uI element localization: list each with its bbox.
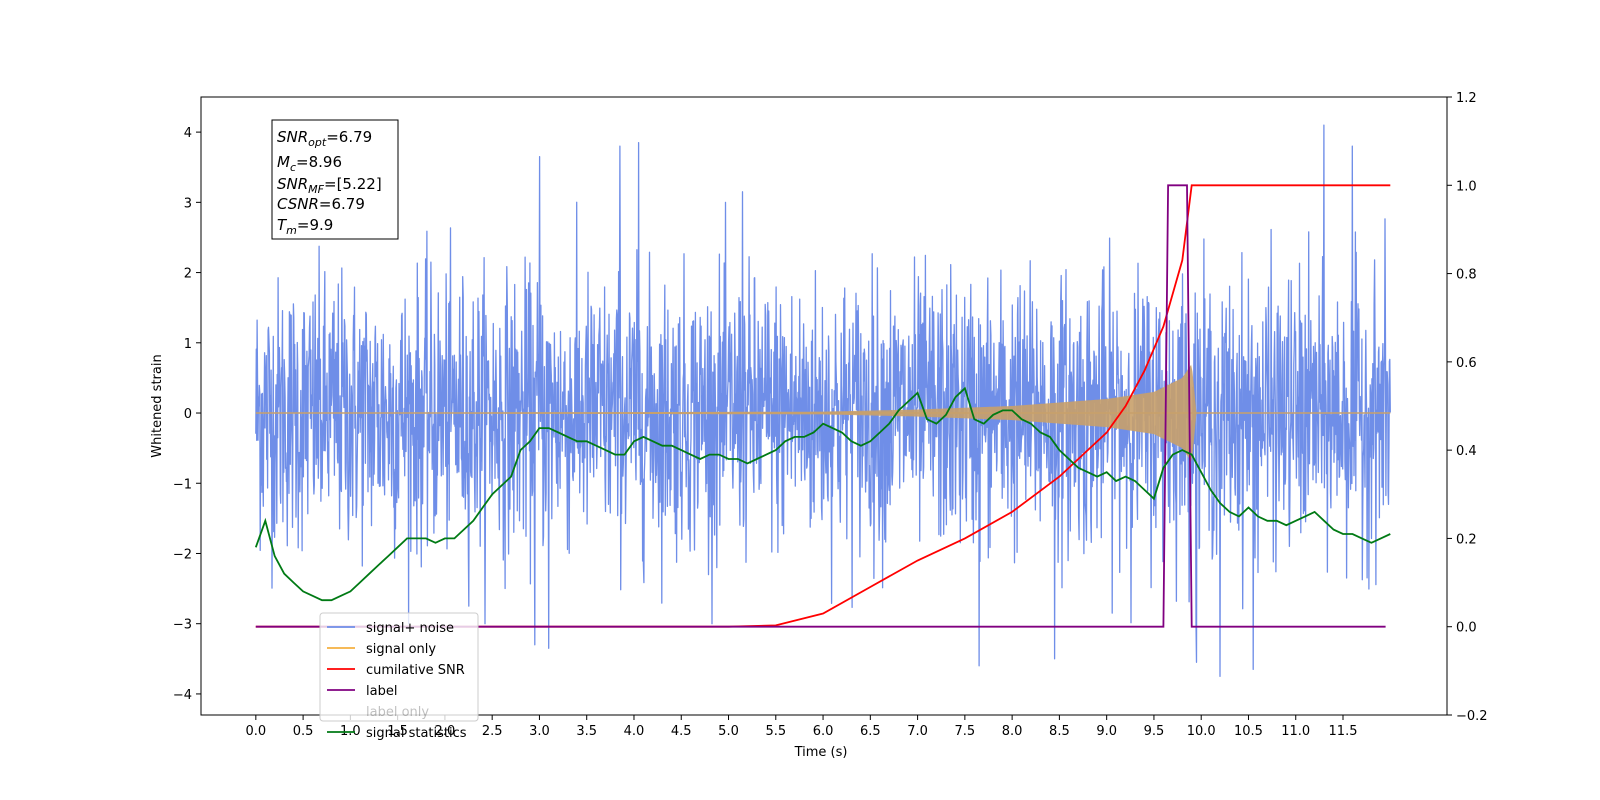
- y-left-tick-label: −1: [173, 477, 192, 492]
- x-axis: 0.0 0.5 1.0 1.5 2.0 2.5 3.0 3.5 4.0 4.5 5.0 5.5 6.0 6…: [245, 715, 1357, 739]
- info-box: SNRopt=6.79 Mc=8.96 SNRMF=[5.22] CSNR=6.…: [271, 119, 399, 240]
- y-right-tick-label: −0.2: [1456, 709, 1488, 724]
- x-tick-label: 11.5: [1329, 724, 1358, 739]
- plot-frame: [200, 96, 1448, 716]
- x-tick-label: 9.5: [1144, 724, 1165, 739]
- legend-entry: signal statistics: [366, 726, 467, 741]
- y-left-tick-label: 1: [184, 337, 192, 352]
- merger-time-line: Tm=9.9: [277, 216, 333, 237]
- y-left-tick-label: 3: [184, 196, 192, 211]
- x-tick-label: 4.5: [671, 724, 692, 739]
- x-tick-label: 0.0: [245, 724, 266, 739]
- x-tick-label: 7.5: [955, 724, 976, 739]
- x-tick-label: 0.5: [293, 724, 314, 739]
- y-right-tick-label: 0.0: [1456, 621, 1477, 636]
- x-tick-label: 9.0: [1096, 724, 1117, 739]
- x-tick-label: 8.0: [1002, 724, 1023, 739]
- x-tick-label: 3.5: [576, 724, 597, 739]
- x-tick-label: 5.0: [718, 724, 739, 739]
- y-right-tick-label: 0.6: [1456, 356, 1477, 371]
- y-axis-label: Whitened strain: [150, 354, 165, 457]
- chirp-mass-line: Mc=8.96: [277, 153, 342, 174]
- x-tick-label: 6.0: [813, 724, 834, 739]
- y-right-tick-label: 0.8: [1456, 268, 1477, 283]
- x-tick-label: 2.5: [482, 724, 503, 739]
- legend-entry: label: [366, 684, 397, 699]
- x-tick-label: 10.5: [1234, 724, 1263, 739]
- x-tick-label: 3.0: [529, 724, 550, 739]
- y-axis-right: 1.2 1.0 0.8 0.6 0.4 0.2 0.0 −0.2: [1447, 91, 1488, 724]
- y-left-tick-label: 4: [184, 126, 192, 141]
- y-right-tick-label: 0.4: [1456, 444, 1477, 459]
- series-cumulative-snr: [255, 184, 1391, 628]
- snr-mf-line: SNRMF=[5.22]: [277, 175, 382, 196]
- csnr-line: CSNR=6.79: [277, 195, 365, 213]
- y-right-tick-label: 1.2: [1456, 91, 1477, 106]
- x-tick-label: 2.0: [435, 724, 456, 739]
- legend-entry: signal only: [366, 642, 436, 657]
- series-signal-noise: [255, 124, 1391, 678]
- y-right-tick-label: 0.2: [1456, 532, 1477, 547]
- x-tick-label: 7.0: [907, 724, 928, 739]
- legend-entry: label only: [366, 705, 429, 720]
- x-tick-label: 6.5: [860, 724, 881, 739]
- legend: signal+ noise signal only cumilative SNR la…: [319, 612, 479, 741]
- y-right-tick-label: 1.0: [1456, 179, 1477, 194]
- x-tick-label: 5.5: [765, 724, 786, 739]
- y-left-tick-label: 0: [184, 407, 192, 422]
- y-left-tick-label: −3: [173, 618, 192, 633]
- y-left-tick-label: −4: [173, 688, 192, 703]
- x-axis-label: Time (s): [794, 745, 848, 760]
- x-tick-label: 11.0: [1281, 724, 1310, 739]
- x-tick-label: 10.0: [1187, 724, 1216, 739]
- y-axis-left: 4 3 2 1 0 −1 −2 −3 −4: [173, 126, 201, 703]
- x-tick-label: 8.5: [1049, 724, 1070, 739]
- y-left-tick-label: −2: [173, 547, 192, 562]
- series-label: [255, 184, 1386, 628]
- x-tick-label: 1.5: [387, 724, 408, 739]
- x-tick-label: 4.0: [624, 724, 645, 739]
- legend-entry: signal+ noise: [366, 621, 454, 636]
- series-signal-statistics: [254, 386, 1391, 602]
- data-layer: [254, 124, 1391, 678]
- legend-frame: [319, 612, 479, 722]
- legend-entry: cumilative SNR: [366, 663, 465, 678]
- snr-opt-line: SNRopt=6.79: [277, 128, 372, 149]
- y-left-tick-label: 2: [184, 267, 192, 282]
